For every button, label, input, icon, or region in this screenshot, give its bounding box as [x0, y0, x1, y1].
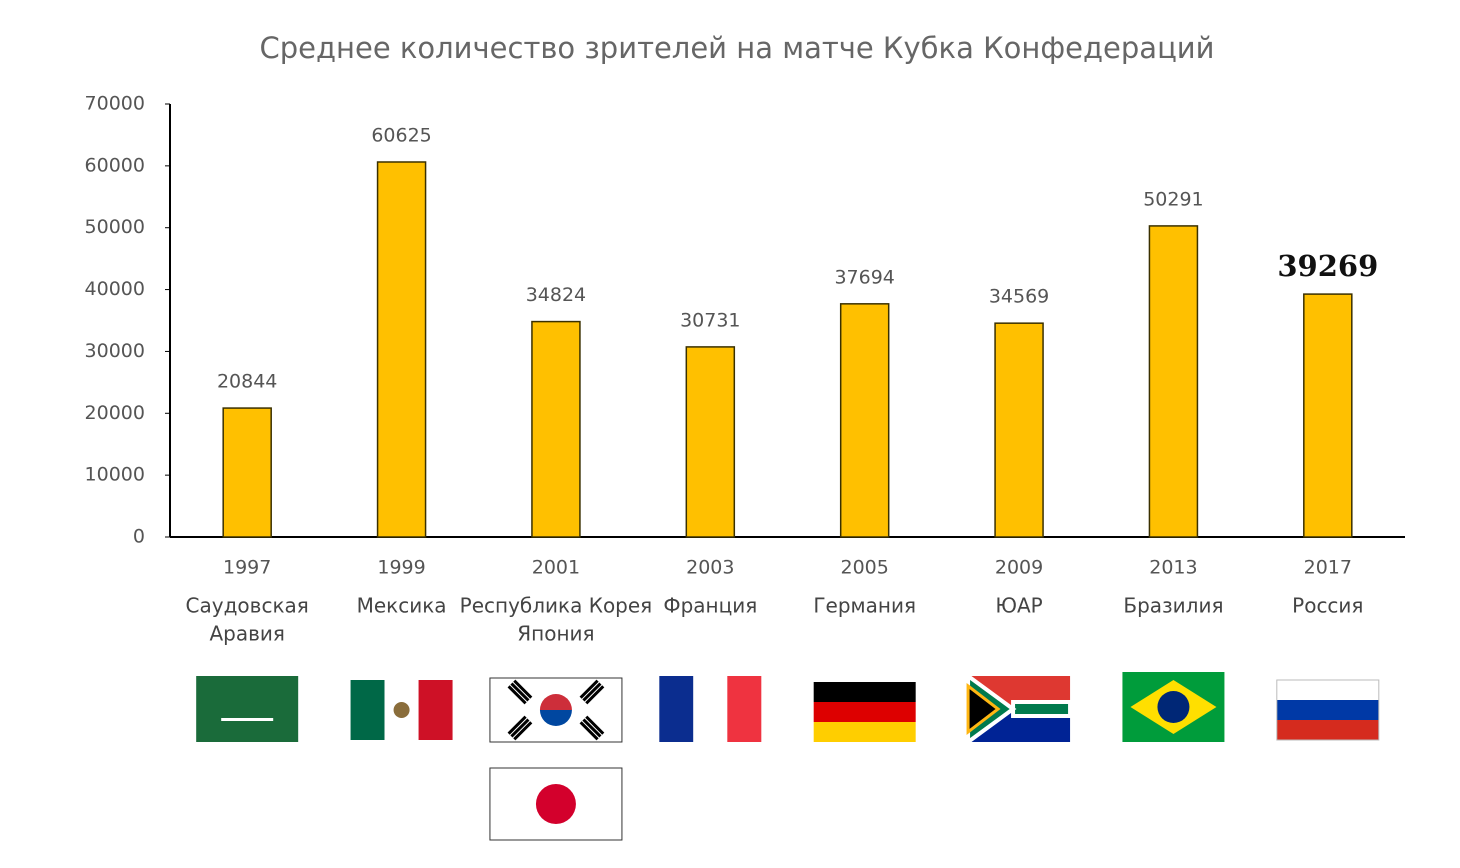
value-label: 34569 — [989, 286, 1049, 308]
value-label: 37694 — [834, 266, 894, 288]
y-tick-label: 0 — [133, 526, 145, 548]
host-label: Япония — [517, 622, 594, 646]
flag-part — [535, 784, 576, 824]
host-label: Россия — [1292, 594, 1363, 618]
value-label: 34824 — [526, 284, 586, 306]
flag-part — [813, 682, 916, 702]
x-tick-label: 2001 — [532, 557, 580, 579]
bar — [839, 303, 890, 538]
flag-part — [393, 702, 410, 718]
bar — [994, 322, 1044, 538]
y-tick-label: 40000 — [85, 278, 145, 300]
bar — [376, 161, 427, 538]
y-tick-label: 30000 — [85, 340, 145, 362]
flag-part — [510, 718, 530, 738]
flag-part — [221, 718, 274, 721]
flag-part — [585, 685, 605, 705]
flag-part — [727, 676, 762, 742]
flag-part — [659, 676, 694, 742]
flag-part — [1276, 680, 1379, 700]
host-label: Германия — [813, 594, 916, 618]
flag-border — [1276, 679, 1380, 741]
flag-part — [350, 680, 385, 740]
flag-part — [693, 676, 728, 742]
host-label: Бразилия — [1123, 594, 1223, 618]
x-tick-label: 2017 — [1304, 557, 1352, 579]
x-tick-label: 2003 — [686, 557, 734, 579]
host-label: Саудовская — [186, 594, 309, 618]
x-tick-label: 2009 — [995, 557, 1043, 579]
flag-part — [1157, 691, 1190, 723]
host-label: Франция — [663, 594, 757, 618]
flag-part — [585, 715, 605, 735]
chart-title: Среднее количество зрителей на матче Куб… — [259, 31, 1214, 65]
flag-part — [539, 710, 572, 726]
value-label: 39269 — [1277, 249, 1378, 283]
x-tick-label: 2013 — [1149, 557, 1197, 579]
flag-part — [966, 682, 1001, 736]
bar — [222, 407, 272, 538]
flag-part — [513, 679, 533, 699]
value-label: 30731 — [680, 309, 740, 331]
y-tick-label: 50000 — [85, 216, 145, 238]
bar — [685, 346, 736, 538]
flag-part — [539, 694, 572, 710]
y-tick-label: 70000 — [85, 93, 145, 115]
y-tick-label: 20000 — [85, 402, 145, 424]
flag-part — [1276, 720, 1379, 740]
y-tick-label: 60000 — [85, 154, 145, 176]
flag-part — [513, 721, 533, 741]
flag-border — [489, 767, 623, 841]
flag-border — [489, 677, 623, 743]
host-label: Аравия — [209, 622, 284, 646]
host-label: Мексика — [357, 594, 447, 618]
value-label: 60625 — [371, 124, 431, 146]
flag-part — [582, 682, 602, 702]
flag-part — [579, 721, 599, 741]
host-label: ЮАР — [995, 594, 1042, 618]
flag-part — [507, 715, 527, 735]
flag-part — [813, 702, 916, 722]
flag-part — [510, 682, 530, 702]
x-tick-label: 1997 — [223, 557, 271, 579]
flag-part — [582, 718, 602, 738]
value-label: 20844 — [217, 371, 277, 393]
host-label: Республика Корея — [460, 594, 653, 618]
x-tick-label: 2005 — [841, 557, 889, 579]
flag-part — [418, 680, 453, 740]
x-tick-label: 1999 — [377, 557, 425, 579]
flag-part — [579, 679, 599, 699]
flag-part — [1276, 700, 1379, 720]
flag-part — [507, 685, 527, 705]
flag-part — [196, 676, 299, 742]
flag-part — [813, 722, 916, 742]
bar — [531, 320, 581, 538]
value-label: 50291 — [1143, 188, 1203, 210]
bar — [1148, 225, 1199, 538]
y-tick-label: 10000 — [85, 464, 145, 486]
bar — [1303, 293, 1353, 538]
